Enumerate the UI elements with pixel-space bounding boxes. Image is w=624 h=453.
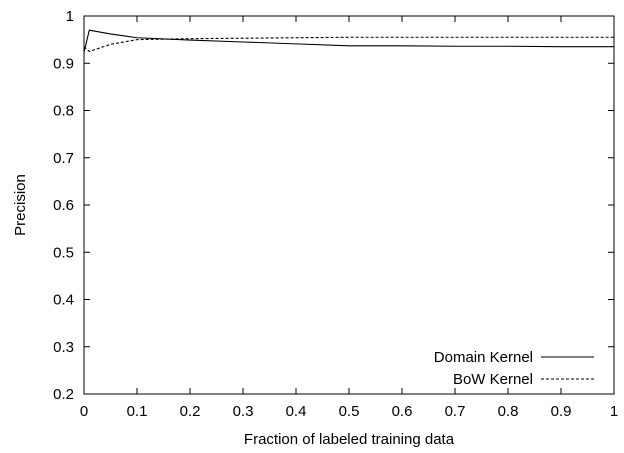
x-tick-label: 0.2 [180,403,201,420]
series-layer [83,29,614,53]
plot-frame [83,15,615,395]
y-tick-label: 0.3 [53,339,74,356]
legend-label-bow-kernel: BoW Kernel [453,371,533,388]
legend: Domain Kernel BoW Kernel [434,349,594,388]
y-tick-label: 0.6 [53,197,74,214]
y-tick-label: 0.8 [53,103,74,120]
y-tick-label: 0.4 [53,292,74,309]
x-tick-label: 0.8 [498,403,519,420]
x-tick-label: 0.4 [286,403,307,420]
series-line-domain-kernel [83,29,614,53]
x-tick-label: 0.7 [445,403,466,420]
x-tick-label: 0 [80,403,88,420]
x-tick-label: 0.6 [392,403,413,420]
y-axis-label: Precision [12,174,29,236]
x-tick-label: 0.1 [127,403,148,420]
y-tick-label: 0.9 [53,55,74,72]
x-tick-label: 0.5 [339,403,360,420]
x-axis-label: Fraction of labeled training data [244,431,455,448]
ticks-layer: 0 0.1 0.2 0.3 0.4 0.5 0.6 0.7 0.8 0.9 1 0.2 0.3 0.4 0.… [53,8,618,420]
legend-label-domain-kernel: Domain Kernel [434,349,533,366]
y-tick-label: 0.5 [53,244,74,261]
y-tick-label: 0.2 [53,386,74,403]
y-tick-label: 0.7 [53,150,74,167]
x-tick-label: 0.3 [233,403,254,420]
x-tick-label: 1 [610,403,618,420]
series-line-bow-kernel [83,36,614,53]
y-tick-label: 1 [66,8,74,25]
x-tick-label: 0.9 [551,403,572,420]
